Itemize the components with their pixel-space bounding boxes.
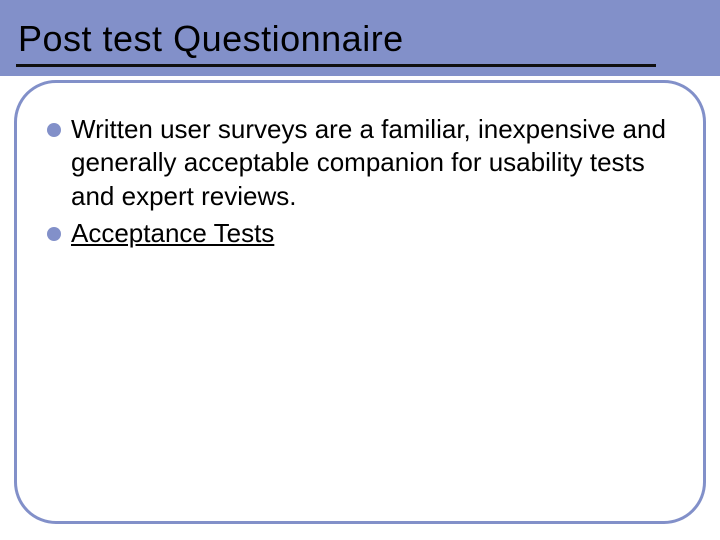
page-title: Post test Questionnaire	[18, 18, 404, 60]
list-item: Written user surveys are a familiar, ine…	[47, 113, 673, 213]
list-item: Acceptance Tests	[47, 217, 673, 250]
content-box: Written user surveys are a familiar, ine…	[14, 80, 706, 524]
acceptance-tests-link[interactable]: Acceptance Tests	[71, 218, 274, 248]
bullet-text: Acceptance Tests	[71, 217, 274, 250]
title-underline	[16, 64, 656, 67]
bullet-text: Written user surveys are a familiar, ine…	[71, 113, 673, 213]
bullet-list: Written user surveys are a familiar, ine…	[47, 113, 673, 254]
bullet-icon	[47, 227, 61, 241]
bullet-icon	[47, 123, 61, 137]
